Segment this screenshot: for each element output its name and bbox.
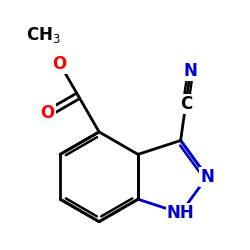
Text: NH: NH [167,204,194,222]
Text: C: C [180,95,192,113]
Text: O: O [40,104,55,122]
Text: N: N [184,62,198,80]
Text: CH$_3$: CH$_3$ [26,25,60,45]
Text: O: O [52,54,67,72]
Text: N: N [200,168,214,186]
